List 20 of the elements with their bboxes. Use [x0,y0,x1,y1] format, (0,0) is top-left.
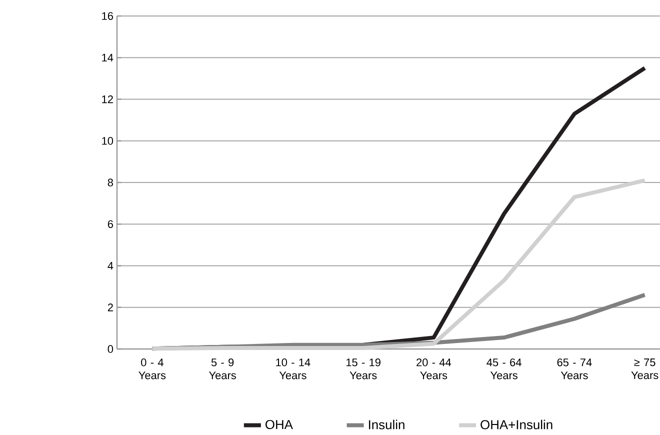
x-tick-label: 45 - 64 Years [486,358,522,380]
x-tick-label: 65 - 74 Years [557,358,592,380]
legend-label: OHA+Insulin [480,420,552,430]
x-tick-label: 20 - 44 Years [416,358,452,380]
legend-label: Insulin [368,420,404,430]
x-tick-label: ≥ 75 Years [631,358,658,380]
y-tick-label: 14 [102,54,114,62]
x-tick-label: 0 - 4 Years [138,358,166,380]
y-tick-label: 4 [108,262,114,270]
y-tick-label: 10 [102,137,114,145]
x-tick-label: 15 - 19 Years [346,358,380,380]
y-tick-label: 12 [102,95,113,104]
y-tick-label: 16 [102,12,113,20]
y-tick-label: 6 [108,220,113,228]
x-tick-label: 5 - 9 Years [208,358,236,380]
y-tick-label: 0 [108,345,114,353]
y-tick-label: 2 [108,304,113,312]
legend-label: OHA [266,420,293,430]
x-tick-label: 10 - 14 Years [276,358,310,380]
y-tick-label: 8 [108,178,113,186]
